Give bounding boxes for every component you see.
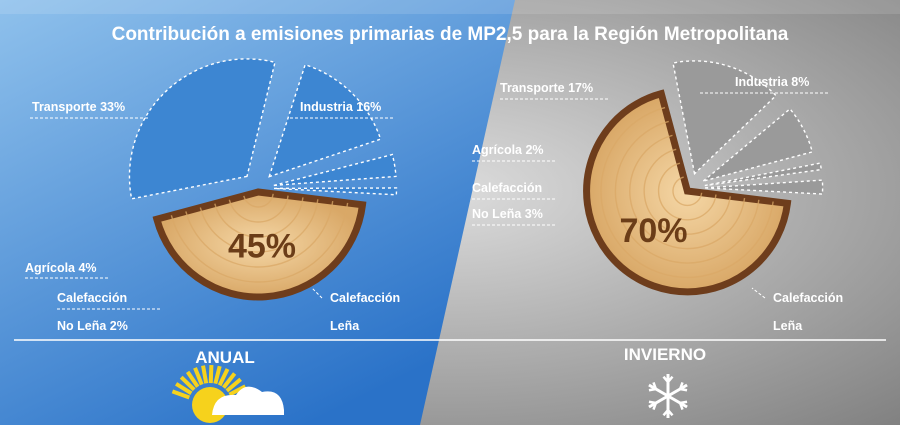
pie-label-anual: Calefacción	[330, 291, 400, 305]
wood-ring	[672, 176, 703, 207]
wood-ring	[243, 193, 274, 208]
pie-slice-anual-0	[152, 188, 367, 301]
pie-label-invierno: Calefacción	[472, 181, 542, 195]
pie-label-anual: Industria 16%	[300, 100, 381, 114]
snowflake-branch	[652, 381, 658, 390]
pie-label-invierno: No Leña 3%	[472, 207, 543, 221]
label-leader-line	[751, 287, 766, 299]
pie-label-anual: No Leña 2%	[57, 319, 128, 333]
pie-label-invierno: Industria 8%	[735, 75, 809, 89]
snowflake-icon	[648, 374, 688, 418]
pie-slice-invierno-3	[704, 162, 823, 187]
pie-slice-anual-3	[273, 153, 397, 187]
wood-ring	[185, 201, 334, 268]
wood-ring	[657, 162, 717, 221]
snowflake-branch	[662, 409, 669, 417]
pie-chart-invierno: 70% Calefacción Leña Transporte 17% Industri…	[472, 60, 843, 333]
sun-ray	[193, 367, 204, 386]
pie-slice-invierno-4	[704, 179, 824, 195]
pie-slice-anual-4	[273, 187, 398, 196]
pie-label-anual: Agrícola 4%	[25, 261, 97, 275]
wood-ring	[228, 195, 289, 223]
pie-label-invierno: Calefacción	[773, 291, 843, 305]
pie-label-invierno: Transporte 17%	[500, 81, 593, 95]
sun-ray	[228, 384, 247, 397]
wood-ring	[170, 202, 349, 283]
wood-ring	[199, 199, 319, 253]
label-leader-line	[311, 287, 323, 299]
pie-label-anual: Transporte 33%	[32, 100, 125, 114]
pie-chart-anual: 45% Calefacción Leña Transporte 33% Industri…	[25, 58, 400, 333]
sun-ray	[185, 370, 200, 388]
pie-slice-invierno-2	[702, 107, 814, 182]
pie-slice-invierno-1	[672, 60, 777, 176]
pie-label-invierno: Leña	[773, 319, 803, 333]
sun-cloud-icon	[171, 364, 284, 423]
snowflake-branch	[678, 402, 684, 411]
snowflake-branch	[667, 375, 674, 383]
sun-ray	[213, 365, 222, 385]
pie-label-anual: Calefacción	[57, 291, 127, 305]
snowflake-branch	[648, 400, 657, 405]
sun-ray	[225, 377, 242, 393]
pie-center-value-anual: 45%	[228, 228, 296, 266]
cloud-shape	[212, 386, 284, 415]
chart-title: Contribución a emisiones primarias de MP…	[112, 24, 789, 45]
pie-slice-anual-1	[128, 58, 276, 200]
season-label-anual: ANUAL	[195, 348, 255, 367]
top-band	[0, 0, 900, 14]
wood-ring	[629, 134, 746, 250]
wood-ring	[614, 120, 760, 264]
sun-ray	[175, 382, 193, 396]
sun-ray	[171, 389, 191, 400]
sun-ray	[208, 364, 214, 384]
pie-slice-anual-2	[268, 63, 382, 178]
wood-ring	[600, 106, 774, 279]
pie-label-anual: Leña	[330, 319, 360, 333]
pie-label-invierno: Agrícola 2%	[472, 143, 544, 157]
sun-ray	[201, 365, 209, 384]
sun-ray	[221, 372, 237, 389]
wood-ring	[214, 197, 304, 238]
wood-ring	[643, 148, 731, 235]
snowflake-branch	[679, 387, 688, 392]
sun-ray	[217, 368, 230, 387]
pie-center-value-invierno: 70%	[619, 212, 687, 250]
sun-ray	[179, 375, 196, 392]
season-label-invierno: INVIERNO	[624, 345, 706, 364]
